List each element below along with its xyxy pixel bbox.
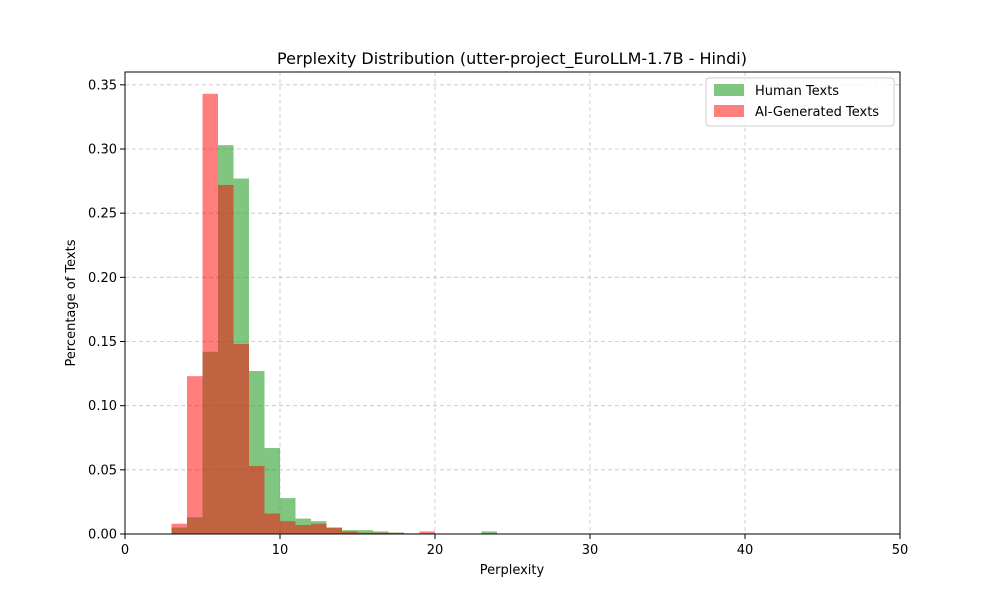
legend-label-ai: AI-Generated Texts xyxy=(755,105,879,120)
histogram-bar xyxy=(202,93,218,535)
legend: Human Texts AI-Generated Texts xyxy=(705,77,895,127)
histogram-bar xyxy=(342,531,358,534)
histogram-bar xyxy=(295,525,311,534)
histogram-bar xyxy=(481,531,497,534)
x-tick-label: 10 xyxy=(272,543,289,558)
plot-area-frame xyxy=(124,71,901,535)
x-tick-label: 50 xyxy=(892,543,909,558)
histogram-bar xyxy=(218,184,234,534)
histogram-bar xyxy=(419,531,435,534)
y-axis-label: Percentage of Texts xyxy=(64,239,79,366)
y-axis-ticks: 0.00 0.05 0.10 0.15 0.20 0.25 0.30 0.35 xyxy=(88,78,125,543)
legend-box xyxy=(705,77,895,127)
y-tick-label: 0.35 xyxy=(88,78,117,93)
histogram-bar xyxy=(373,532,389,534)
y-tick-label: 0.20 xyxy=(88,271,117,286)
histogram-bar xyxy=(264,513,280,534)
chart-title: Perplexity Distribution (utter-project_E… xyxy=(277,49,747,69)
histogram-bar xyxy=(171,523,187,534)
y-tick-label: 0.05 xyxy=(88,463,117,478)
x-tick-label: 20 xyxy=(427,543,444,558)
y-tick-label: 0.30 xyxy=(88,143,117,158)
histogram-bar xyxy=(326,527,342,534)
y-tick-label: 0.15 xyxy=(88,335,117,350)
histogram-bar xyxy=(280,521,296,534)
series-ai-bars xyxy=(171,93,435,535)
histogram-bar xyxy=(264,448,280,534)
x-axis-label: Perplexity xyxy=(480,563,545,578)
histogram-bar xyxy=(233,344,249,534)
histogram-bar xyxy=(357,532,373,534)
x-tick-label: 0 xyxy=(121,543,129,558)
histogram-bar xyxy=(388,532,404,534)
x-axis-ticks: 0 10 20 30 40 50 xyxy=(121,534,908,558)
histogram-bar xyxy=(311,523,327,534)
legend-swatch-human xyxy=(714,84,744,96)
legend-label-human: Human Texts xyxy=(755,84,839,99)
y-tick-label: 0.25 xyxy=(88,207,117,222)
histogram-bar xyxy=(187,376,203,534)
y-tick-label: 0.00 xyxy=(88,528,117,543)
x-tick-label: 40 xyxy=(737,543,754,558)
histogram-bar xyxy=(249,465,265,534)
histogram-bar xyxy=(357,530,373,534)
histogram-bars xyxy=(171,93,497,535)
y-tick-label: 0.10 xyxy=(88,399,117,414)
x-tick-label: 30 xyxy=(582,543,599,558)
legend-swatch-ai xyxy=(714,105,744,117)
